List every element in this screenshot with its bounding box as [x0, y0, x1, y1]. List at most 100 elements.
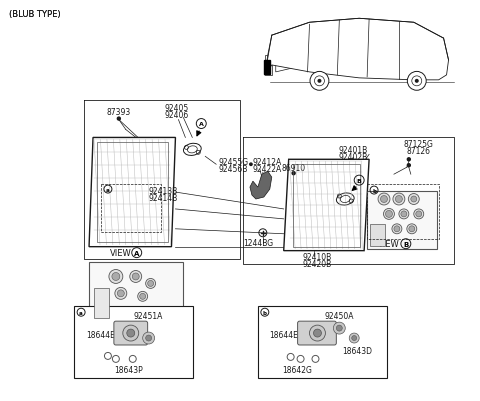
- Bar: [101, 184, 160, 232]
- Circle shape: [336, 325, 342, 331]
- Text: (BLUB TYPE): (BLUB TYPE): [9, 10, 60, 19]
- Ellipse shape: [336, 193, 354, 206]
- Circle shape: [115, 288, 127, 300]
- Circle shape: [384, 209, 395, 220]
- Circle shape: [392, 224, 402, 234]
- Text: a: a: [79, 310, 83, 315]
- Circle shape: [394, 226, 400, 232]
- Text: 92410B: 92410B: [303, 253, 332, 261]
- Text: a: a: [106, 187, 110, 192]
- Text: A: A: [134, 250, 139, 256]
- Text: 92413B: 92413B: [149, 186, 178, 195]
- Circle shape: [415, 80, 419, 83]
- Circle shape: [408, 164, 410, 167]
- Polygon shape: [265, 56, 272, 76]
- Ellipse shape: [183, 144, 201, 156]
- Circle shape: [138, 292, 148, 302]
- Text: 92401B: 92401B: [338, 146, 368, 154]
- Circle shape: [414, 209, 424, 219]
- Bar: [89, 262, 183, 329]
- Circle shape: [112, 273, 120, 281]
- Bar: [264, 61, 270, 75]
- Text: 92456B: 92456B: [218, 164, 248, 173]
- Circle shape: [130, 271, 142, 283]
- Circle shape: [310, 72, 329, 91]
- FancyBboxPatch shape: [298, 321, 336, 345]
- Circle shape: [317, 80, 322, 83]
- Circle shape: [416, 211, 422, 217]
- Circle shape: [393, 194, 405, 205]
- Text: 92414B: 92414B: [149, 193, 178, 202]
- Text: b: b: [263, 310, 267, 315]
- Text: 92405: 92405: [164, 104, 189, 113]
- Polygon shape: [89, 138, 176, 247]
- Circle shape: [408, 158, 410, 161]
- Text: 18642G: 18642G: [283, 365, 312, 375]
- Text: 18643D: 18643D: [342, 346, 372, 356]
- Circle shape: [401, 211, 407, 217]
- Circle shape: [109, 270, 123, 284]
- Circle shape: [145, 335, 152, 341]
- Bar: [94, 289, 109, 318]
- Circle shape: [250, 164, 252, 166]
- Circle shape: [381, 196, 387, 203]
- Text: 92450A: 92450A: [324, 311, 354, 320]
- FancyBboxPatch shape: [114, 321, 148, 345]
- Circle shape: [407, 224, 417, 234]
- Bar: [97, 143, 168, 242]
- Circle shape: [408, 194, 419, 205]
- Text: 92455G: 92455G: [218, 157, 248, 166]
- Text: B: B: [357, 178, 361, 183]
- Polygon shape: [265, 19, 448, 81]
- Text: 92412A: 92412A: [253, 157, 282, 166]
- Circle shape: [145, 279, 156, 289]
- Circle shape: [399, 209, 409, 219]
- Bar: [370, 224, 385, 246]
- Circle shape: [349, 333, 359, 343]
- Circle shape: [310, 325, 325, 341]
- Circle shape: [292, 172, 295, 175]
- Circle shape: [127, 329, 135, 337]
- Circle shape: [313, 329, 322, 337]
- Bar: [367, 184, 439, 239]
- Text: b: b: [372, 188, 376, 193]
- Polygon shape: [284, 160, 369, 251]
- Text: 18644E: 18644E: [269, 330, 298, 339]
- Bar: [74, 306, 193, 378]
- Circle shape: [409, 226, 415, 232]
- Bar: [258, 306, 387, 378]
- Text: 87393: 87393: [107, 108, 131, 117]
- Text: 92422A: 92422A: [253, 164, 282, 173]
- Circle shape: [408, 72, 426, 91]
- Circle shape: [117, 118, 120, 121]
- Circle shape: [378, 194, 390, 205]
- Text: B: B: [403, 241, 408, 247]
- Circle shape: [396, 196, 402, 203]
- Text: VIEW: VIEW: [110, 249, 132, 257]
- Bar: [293, 165, 360, 247]
- Text: 92451A: 92451A: [134, 311, 163, 320]
- Text: 1244BG: 1244BG: [243, 239, 273, 247]
- Circle shape: [123, 325, 139, 341]
- Bar: [367, 192, 437, 249]
- Circle shape: [333, 322, 345, 334]
- Text: 18644E: 18644E: [86, 330, 115, 339]
- Text: 92420B: 92420B: [303, 259, 332, 268]
- Polygon shape: [276, 25, 306, 73]
- Text: 18643P: 18643P: [114, 365, 143, 375]
- Circle shape: [385, 211, 393, 218]
- Circle shape: [411, 196, 417, 203]
- Text: (BLUB TYPE): (BLUB TYPE): [9, 10, 60, 19]
- Text: 87125G: 87125G: [404, 140, 434, 148]
- Text: 87126: 87126: [407, 146, 431, 156]
- Circle shape: [143, 332, 155, 344]
- Polygon shape: [250, 172, 272, 200]
- Text: VIEW: VIEW: [378, 240, 400, 249]
- Text: 86910: 86910: [282, 163, 306, 172]
- Circle shape: [117, 290, 124, 297]
- Circle shape: [352, 336, 357, 341]
- Circle shape: [148, 281, 154, 287]
- Circle shape: [140, 294, 145, 300]
- Text: 92406: 92406: [164, 111, 189, 120]
- Text: 92402B: 92402B: [338, 152, 368, 161]
